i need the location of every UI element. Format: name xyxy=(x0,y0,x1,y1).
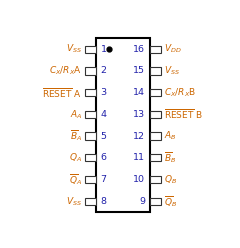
Bar xyxy=(85,132,96,140)
Text: $\overline{Q}_{B}$: $\overline{Q}_{B}$ xyxy=(164,194,177,209)
Text: $V_{DD}$: $V_{DD}$ xyxy=(164,43,181,56)
Bar xyxy=(150,198,161,205)
Text: $\overline{B}_{A}$: $\overline{B}_{A}$ xyxy=(70,129,82,144)
Text: $\overline{Q}_{A}$: $\overline{Q}_{A}$ xyxy=(69,172,82,187)
Bar xyxy=(85,176,96,183)
Bar xyxy=(85,89,96,96)
Text: $\overline{\mathsf{RESET}}$ B: $\overline{\mathsf{RESET}}$ B xyxy=(164,107,203,121)
Text: 10: 10 xyxy=(133,175,145,184)
Text: 5: 5 xyxy=(101,132,107,141)
Bar xyxy=(85,67,96,75)
Text: 9: 9 xyxy=(139,197,145,206)
Bar xyxy=(150,89,161,96)
Text: $V_{SS}$: $V_{SS}$ xyxy=(66,43,82,56)
Text: $Q_{B}$: $Q_{B}$ xyxy=(164,173,177,186)
Text: $V_{SS}$: $V_{SS}$ xyxy=(164,65,180,77)
Text: 13: 13 xyxy=(133,110,145,119)
Text: 1: 1 xyxy=(101,45,107,54)
Text: $C_X/R_X$B: $C_X/R_X$B xyxy=(164,86,196,99)
Text: $\overline{\mathsf{RESET}}$ A: $\overline{\mathsf{RESET}}$ A xyxy=(42,86,82,100)
Text: 6: 6 xyxy=(101,153,107,162)
Bar xyxy=(96,38,150,212)
Text: 16: 16 xyxy=(133,45,145,54)
Bar xyxy=(85,154,96,161)
Text: 12: 12 xyxy=(133,132,145,141)
Text: $C_X/R_X$A: $C_X/R_X$A xyxy=(49,65,82,77)
Bar xyxy=(150,132,161,140)
Text: 3: 3 xyxy=(101,88,107,97)
Text: $A_{A}$: $A_{A}$ xyxy=(70,108,82,121)
Text: $V_{SS}$: $V_{SS}$ xyxy=(66,195,82,208)
Text: 7: 7 xyxy=(101,175,107,184)
Bar xyxy=(150,154,161,161)
Bar xyxy=(85,198,96,205)
Text: 15: 15 xyxy=(133,66,145,75)
Bar xyxy=(85,111,96,118)
Bar xyxy=(150,46,161,53)
Bar xyxy=(150,67,161,75)
Text: $\overline{B}_{B}$: $\overline{B}_{B}$ xyxy=(164,151,176,165)
Text: 14: 14 xyxy=(133,88,145,97)
Text: 4: 4 xyxy=(101,110,107,119)
Text: 2: 2 xyxy=(101,66,107,75)
Bar xyxy=(150,111,161,118)
Bar xyxy=(150,176,161,183)
Text: $A_{B}$: $A_{B}$ xyxy=(164,130,177,142)
Text: $Q_{A}$: $Q_{A}$ xyxy=(69,152,82,164)
Bar xyxy=(85,46,96,53)
Text: 8: 8 xyxy=(101,197,107,206)
Text: 11: 11 xyxy=(133,153,145,162)
